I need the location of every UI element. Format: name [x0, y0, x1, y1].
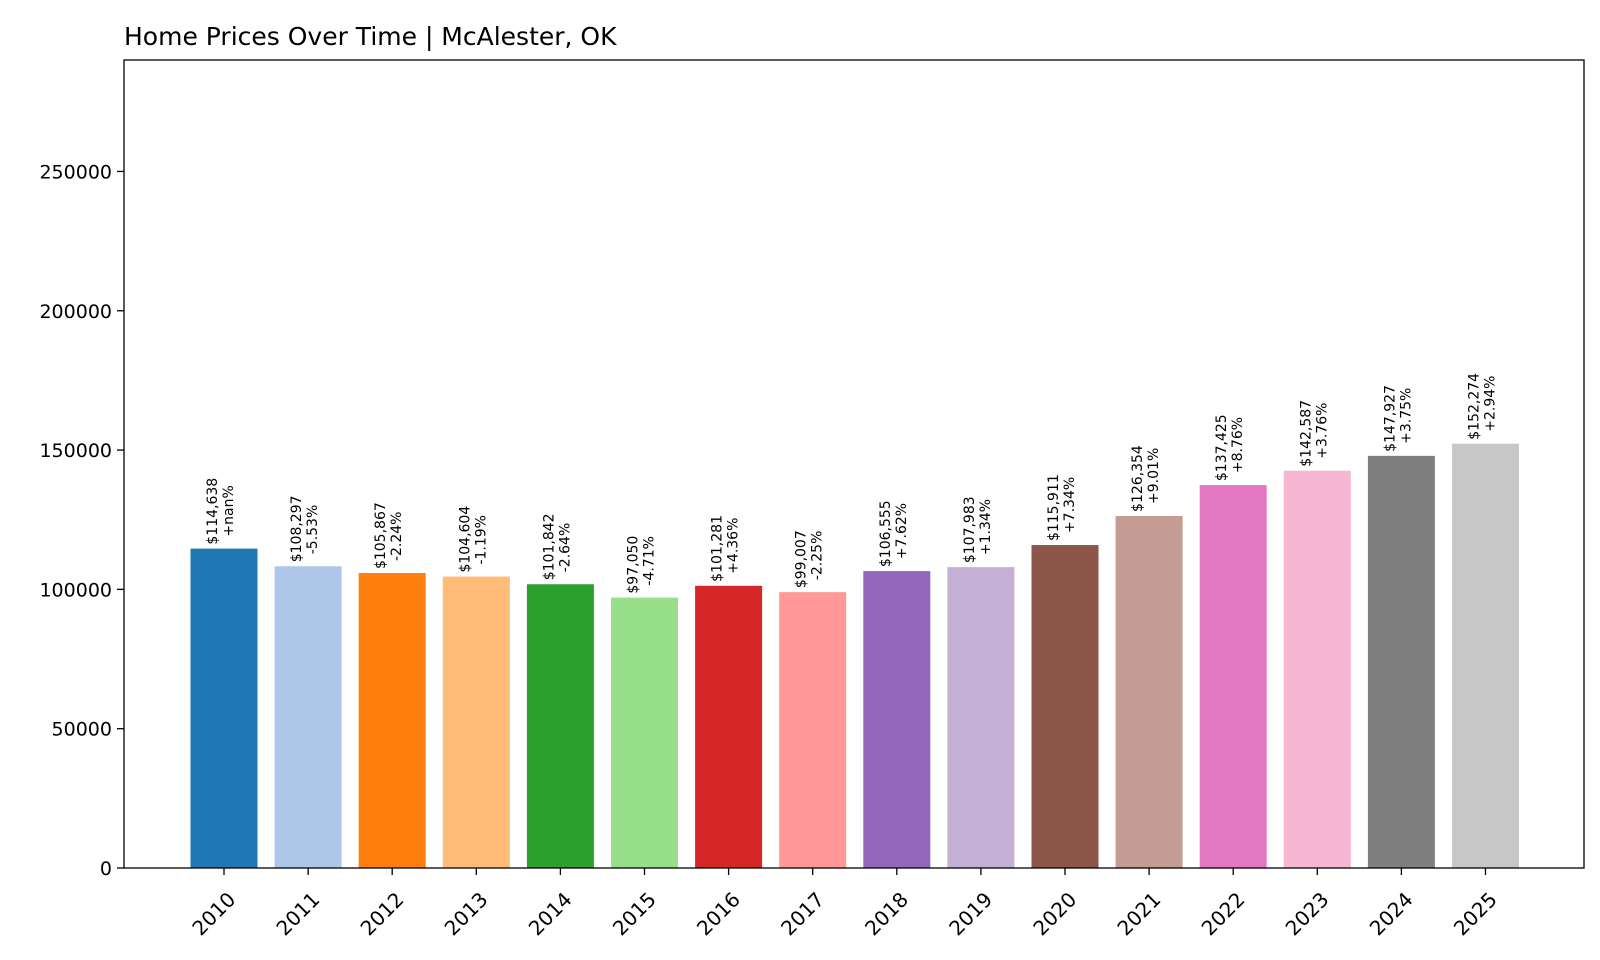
x-tick-label: 2011 — [271, 887, 324, 940]
bar-2021 — [1115, 515, 1183, 868]
x-axis: 2010 2011 2012 2013 2014 2015 2016 2017 2018 2019… — [187, 868, 1502, 940]
change-label: -2.25% — [810, 531, 826, 581]
change-label: -4.71% — [642, 536, 658, 586]
change-label: +7.34% — [1062, 477, 1078, 533]
change-label: +3.75% — [1398, 388, 1414, 444]
value-label: $137,425 — [1214, 414, 1230, 481]
x-tick-label: 2012 — [356, 887, 409, 940]
x-tick-label: 2021 — [1112, 887, 1165, 940]
bar-2013 — [442, 576, 510, 868]
x-tick-label: 2013 — [440, 887, 493, 940]
x-tick-label: 2020 — [1028, 887, 1081, 940]
value-label: $107,983 — [962, 496, 978, 563]
value-label: $104,604 — [457, 506, 473, 573]
value-label: $114,638 — [205, 478, 221, 545]
y-tick-label: 50000 — [52, 719, 112, 741]
change-label: +nan% — [221, 485, 237, 536]
x-tick-label: 2014 — [524, 887, 577, 940]
bar-2023 — [1283, 470, 1351, 868]
x-tick-label: 2018 — [860, 887, 913, 940]
change-label: +4.36% — [726, 518, 742, 574]
bar-2014 — [526, 584, 594, 868]
change-label: +7.62% — [894, 503, 910, 559]
x-tick-label: 2010 — [187, 887, 240, 940]
value-label: $152,274 — [1467, 373, 1483, 440]
x-tick-label: 2022 — [1197, 887, 1250, 940]
y-tick-label: 250000 — [39, 161, 112, 183]
y-tick-label: 0 — [100, 858, 112, 880]
bar-2025 — [1452, 443, 1519, 868]
value-label: $147,927 — [1382, 385, 1398, 452]
bar-2022 — [1199, 485, 1267, 868]
bars — [190, 443, 1519, 868]
change-label: -2.24% — [389, 512, 405, 562]
chart-title: Home Prices Over Time | McAlester, OK — [124, 22, 617, 51]
bar-2011 — [274, 566, 342, 868]
bar-2019 — [947, 567, 1015, 868]
x-tick-label: 2023 — [1281, 887, 1334, 940]
bar-2012 — [358, 573, 426, 868]
y-tick-label: 100000 — [39, 579, 112, 601]
value-label: $105,867 — [373, 502, 389, 569]
value-label: $97,050 — [626, 536, 642, 594]
plot-frame — [123, 59, 1585, 869]
value-label: $99,007 — [794, 530, 810, 588]
y-axis: 0 50000 100000 150000 200000 250000 — [39, 161, 124, 880]
value-label: $142,587 — [1298, 400, 1314, 467]
change-label: -5.53% — [305, 505, 321, 555]
change-label: +1.34% — [978, 499, 994, 555]
value-label: $101,842 — [541, 513, 557, 580]
x-tick-label: 2015 — [608, 887, 661, 940]
bar-2018 — [863, 571, 931, 868]
value-label: $126,354 — [1130, 445, 1146, 512]
bar-2015 — [611, 597, 678, 868]
data-labels: $114,638 +nan% $108,297 -5.53% $105,867 -2.24… — [205, 373, 1499, 594]
value-label: $108,297 — [289, 495, 305, 562]
bar-2024 — [1367, 455, 1435, 868]
value-label: $101,281 — [710, 515, 726, 582]
value-label: $106,555 — [878, 500, 894, 567]
change-label: +2.94% — [1483, 376, 1499, 432]
y-tick-label: 150000 — [39, 440, 112, 462]
bar-2010 — [190, 548, 258, 868]
change-label: -1.19% — [473, 515, 489, 565]
x-tick-label: 2016 — [692, 887, 745, 940]
bar-2016 — [695, 585, 763, 868]
change-label: +3.76% — [1314, 403, 1330, 459]
change-label: +9.01% — [1146, 448, 1162, 504]
x-tick-label: 2024 — [1365, 887, 1418, 940]
x-tick-label: 2025 — [1449, 887, 1502, 940]
x-tick-label: 2017 — [776, 887, 829, 940]
x-tick-label: 2019 — [944, 887, 997, 940]
bar-2020 — [1031, 545, 1099, 868]
change-label: -2.64% — [557, 523, 573, 573]
bar-2017 — [779, 592, 847, 868]
value-label: $115,911 — [1046, 474, 1062, 541]
y-tick-label: 200000 — [39, 301, 112, 323]
change-label: +8.76% — [1230, 417, 1246, 473]
